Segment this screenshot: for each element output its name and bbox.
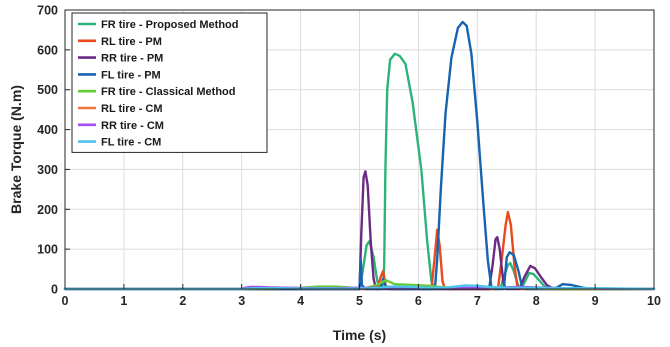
y-axis-ticks: 0 100 200 300 400 500 600 700 bbox=[37, 4, 70, 297]
legend-label: RR tire - PM bbox=[101, 53, 163, 65]
y-tick-label: 400 bbox=[37, 123, 58, 137]
series-line-2 bbox=[63, 210, 656, 291]
series-line-3 bbox=[63, 170, 656, 291]
y-tick-label: 200 bbox=[37, 203, 58, 217]
x-tick-label: 9 bbox=[592, 294, 599, 308]
y-axis-label: Brake Torque (N.m) bbox=[8, 85, 24, 214]
y-tick-label: 100 bbox=[37, 243, 58, 257]
legend-label: RR tire - CM bbox=[101, 120, 164, 132]
legend-label: FL tire - PM bbox=[101, 69, 161, 81]
x-tick-label: 10 bbox=[647, 294, 661, 308]
legend-label: RL tire - PM bbox=[101, 36, 162, 48]
y-tick-label: 300 bbox=[37, 163, 58, 177]
legend-label: RL tire - CM bbox=[101, 103, 163, 115]
x-tick-label: 5 bbox=[356, 294, 363, 308]
y-tick-label: 700 bbox=[37, 4, 58, 18]
x-tick-label: 4 bbox=[297, 294, 304, 308]
x-tick-label: 2 bbox=[179, 294, 186, 308]
legend-label: FR tire - Classical Method bbox=[101, 86, 235, 98]
x-tick-label: 1 bbox=[120, 294, 127, 308]
x-axis-label: Time (s) bbox=[333, 327, 386, 343]
x-tick-label: 7 bbox=[474, 294, 481, 308]
legend-label: FL tire - CM bbox=[101, 137, 161, 149]
y-tick-label: 600 bbox=[37, 43, 58, 57]
legend: FR tire - Proposed Method RL tire - PM RR … bbox=[71, 12, 268, 153]
y-tick-label: 0 bbox=[51, 283, 58, 297]
y-tick-label: 500 bbox=[37, 83, 58, 97]
x-tick-label: 6 bbox=[415, 294, 422, 308]
legend-box bbox=[71, 12, 268, 153]
x-tick-label: 8 bbox=[533, 294, 540, 308]
x-tick-label: 0 bbox=[62, 294, 69, 308]
x-axis-ticks: 0 1 2 3 4 5 6 7 8 9 10 bbox=[62, 284, 661, 308]
series-line-1 bbox=[63, 52, 656, 291]
x-tick-label: 3 bbox=[238, 294, 245, 308]
legend-label: FR tire - Proposed Method bbox=[101, 19, 239, 31]
